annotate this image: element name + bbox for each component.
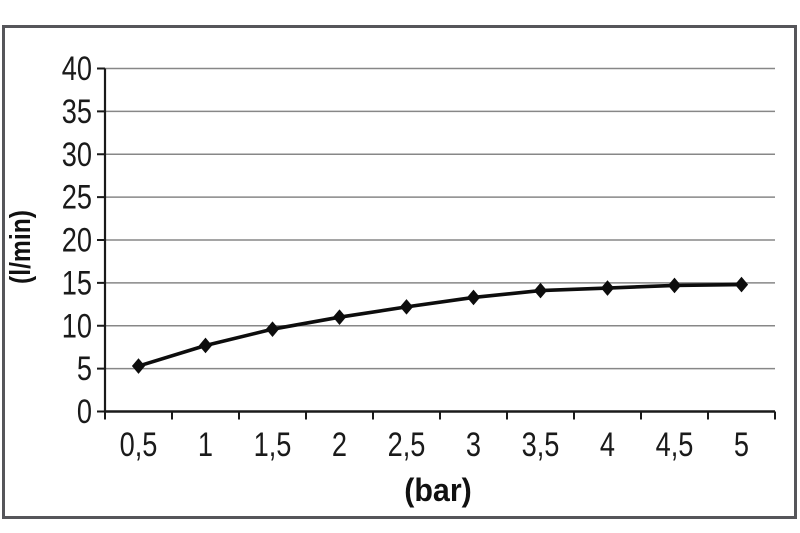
x-axis-title: (bar) (404, 472, 472, 508)
y-tick-label: 40 (62, 49, 92, 88)
data-point-marker (533, 282, 548, 299)
x-tick-label: 1 (198, 425, 213, 464)
y-tick-label: 10 (62, 306, 92, 345)
y-tick-label: 0 (77, 392, 92, 431)
x-tick-label: 5 (734, 425, 749, 464)
chart-frame (2, 25, 797, 519)
series-line (136, 282, 744, 368)
x-tick-label: 4 (600, 425, 615, 464)
data-point-marker (198, 337, 213, 354)
data-point-marker (399, 299, 414, 315)
x-tick-label: 4,5 (656, 425, 694, 464)
data-point-marker (131, 358, 146, 374)
y-tick-label: 30 (62, 135, 92, 174)
y-tick-label: 35 (62, 92, 92, 131)
data-point-marker (667, 277, 682, 294)
data-point-marker (265, 321, 280, 337)
x-tick-label: 0,5 (120, 425, 158, 464)
y-tick-label: 15 (62, 263, 92, 302)
data-point-marker (734, 276, 749, 293)
x-tick-label: 2,5 (388, 425, 426, 464)
data-point-marker (600, 280, 615, 296)
x-tick-label: 3 (466, 425, 481, 464)
y-axis-title: (l/min) (4, 210, 36, 284)
data-point-marker (466, 289, 481, 306)
x-tick-label: 1,5 (254, 425, 292, 464)
y-tick-label: 5 (77, 349, 92, 388)
data-point-marker (332, 309, 347, 325)
x-tick-label: 2 (332, 425, 347, 464)
x-tick-label: 3,5 (522, 425, 560, 464)
y-tick-label: 25 (62, 178, 92, 217)
y-tick-label: 20 (62, 221, 92, 260)
